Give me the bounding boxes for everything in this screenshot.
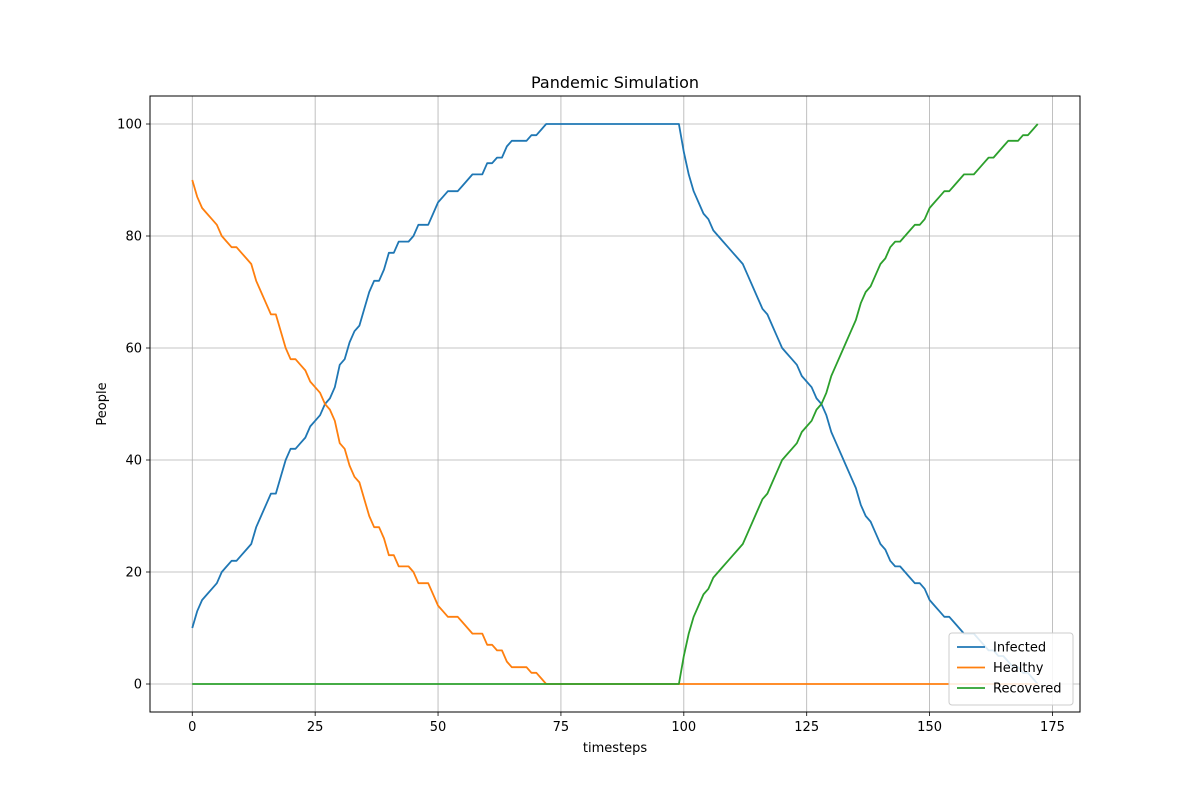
y-tick-label: 20 xyxy=(125,566,142,581)
axis-ticks: 0 25 50 75 100 125 150 175 0 20 40 60 80 100 xyxy=(117,118,1065,736)
y-tick-label: 60 xyxy=(125,342,142,357)
y-axis-label: People xyxy=(95,382,110,425)
x-tick-label: 25 xyxy=(307,720,324,735)
legend-box xyxy=(948,632,1074,706)
chart-title: Pandemic Simulation xyxy=(531,73,699,92)
x-tick-label: 0 xyxy=(188,720,196,735)
x-tick-label: 50 xyxy=(430,720,447,735)
plot-frame xyxy=(149,95,1081,713)
legend-label-infected: Infected xyxy=(993,641,1046,656)
series-line-recovered xyxy=(192,123,1039,685)
y-tick-label: 100 xyxy=(117,118,142,133)
legend-label-healthy: Healthy xyxy=(993,661,1044,676)
x-axis-label: timesteps xyxy=(583,741,647,756)
y-tick-label: 80 xyxy=(125,230,142,245)
x-tick-label: 125 xyxy=(794,720,819,735)
legend: Infected Healthy Recovered xyxy=(948,632,1074,706)
series-line-infected xyxy=(191,123,1039,685)
y-tick-label: 40 xyxy=(125,454,142,469)
x-tick-label: 75 xyxy=(553,720,570,735)
y-tick-label: 0 xyxy=(134,678,142,693)
series-lines xyxy=(191,123,1039,685)
series-line-healthy xyxy=(191,179,1038,685)
x-tick-label: 150 xyxy=(917,720,942,735)
x-tick-label: 175 xyxy=(1040,720,1065,735)
legend-label-recovered: Recovered xyxy=(993,682,1062,697)
x-tick-label: 100 xyxy=(671,720,696,735)
